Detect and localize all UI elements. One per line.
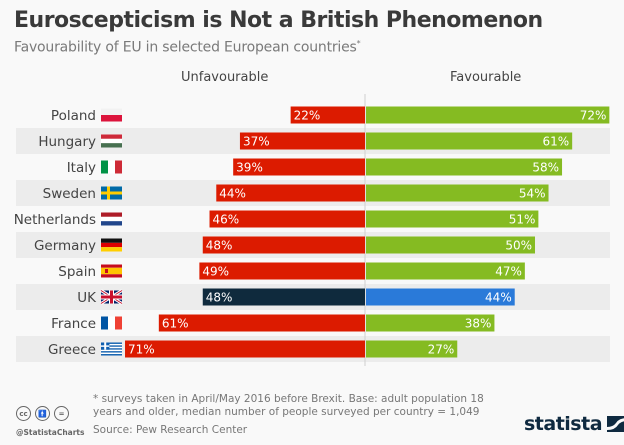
country-label: Italy	[67, 160, 96, 176]
bar-favourable	[366, 158, 563, 176]
flag-poland-icon	[101, 108, 122, 122]
bar-favourable	[366, 132, 573, 150]
legend-unfavourable: Unfavourable	[181, 70, 269, 85]
flag-uk-icon	[100, 289, 123, 305]
value-label-unfavourable: 46%	[213, 213, 240, 227]
country-label: Hungary	[38, 134, 96, 150]
country-label: UK	[77, 290, 97, 306]
value-label-favourable: 51%	[509, 213, 536, 227]
subtitle-footnote-marker: *	[356, 39, 361, 48]
flag-spain-icon	[101, 264, 122, 278]
flag-hungary-icon	[101, 134, 122, 148]
bar-favourable	[366, 262, 525, 280]
no-derivatives-icon: =	[54, 406, 69, 421]
bar-unfavourable	[216, 184, 365, 202]
value-label-unfavourable: 49%	[202, 265, 229, 279]
value-label-unfavourable: 22%	[294, 109, 321, 123]
country-label: Spain	[58, 264, 96, 280]
value-label-unfavourable: 71%	[128, 343, 155, 357]
flag-netherlands-icon	[101, 212, 122, 226]
bar-favourable	[366, 184, 549, 202]
bar-unfavourable	[202, 236, 365, 254]
bar-favourable	[366, 210, 539, 228]
country-label: Sweden	[43, 186, 96, 202]
value-label-favourable: 27%	[428, 343, 455, 357]
country-label: France	[51, 316, 96, 332]
bar-unfavourable	[239, 132, 365, 150]
flag-greece-icon	[101, 342, 122, 356]
bar-favourable	[366, 236, 535, 254]
statista-logo: statista	[524, 413, 624, 435]
bar-unfavourable	[209, 210, 365, 228]
source: Source: Pew Research Center	[93, 424, 248, 436]
license-icons: cc 🚹 =	[16, 406, 69, 421]
chart-subtitle: Favourability of EU in selected European…	[14, 39, 361, 56]
twitter-handle: @StatistaCharts	[16, 428, 85, 437]
value-label-favourable: 38%	[465, 317, 492, 331]
value-label-favourable: 44%	[485, 291, 512, 305]
value-label-favourable: 72%	[580, 109, 607, 123]
bar-unfavourable	[158, 314, 365, 332]
logo-text: statista	[524, 413, 603, 435]
value-label-unfavourable: 48%	[206, 291, 233, 305]
country-label: Netherlands	[14, 212, 96, 228]
legend-favourable: Favourable	[450, 70, 522, 85]
flag-france-icon	[101, 316, 122, 330]
value-label-favourable: 61%	[543, 135, 570, 149]
bar-unfavourable	[290, 106, 365, 124]
bar-favourable	[366, 288, 515, 306]
country-label: Poland	[51, 108, 96, 124]
country-label: Greece	[48, 342, 96, 358]
value-label-unfavourable: 44%	[219, 187, 246, 201]
bar-unfavourable	[199, 262, 365, 280]
value-label-favourable: 58%	[532, 161, 559, 175]
cc-icon: cc	[16, 406, 31, 421]
bar-unfavourable	[233, 158, 365, 176]
subtitle-text: Favourability of EU in selected European…	[14, 39, 357, 56]
footnote: * surveys taken in April/May 2016 before…	[93, 393, 484, 418]
chart-title: Euroscepticism is Not a British Phenomen…	[14, 8, 543, 33]
country-label: Germany	[34, 238, 96, 254]
value-label-unfavourable: 39%	[236, 161, 263, 175]
value-label-unfavourable: 61%	[162, 317, 189, 331]
statista-logo-icon	[607, 416, 624, 432]
flag-germany-icon	[101, 238, 122, 252]
value-label-favourable: 54%	[519, 187, 546, 201]
bar-favourable	[366, 106, 610, 124]
flag-sweden-icon	[101, 186, 122, 200]
bar-favourable	[366, 340, 458, 358]
value-label-unfavourable: 37%	[243, 135, 270, 149]
value-label-favourable: 50%	[505, 239, 532, 253]
attribution-icon: 🚹	[35, 406, 50, 421]
bar-favourable	[366, 314, 495, 332]
value-label-unfavourable: 48%	[206, 239, 233, 253]
flag-italy-icon	[101, 160, 122, 174]
bar-unfavourable	[125, 340, 366, 358]
bar-unfavourable	[202, 288, 365, 306]
value-label-favourable: 47%	[495, 265, 522, 279]
